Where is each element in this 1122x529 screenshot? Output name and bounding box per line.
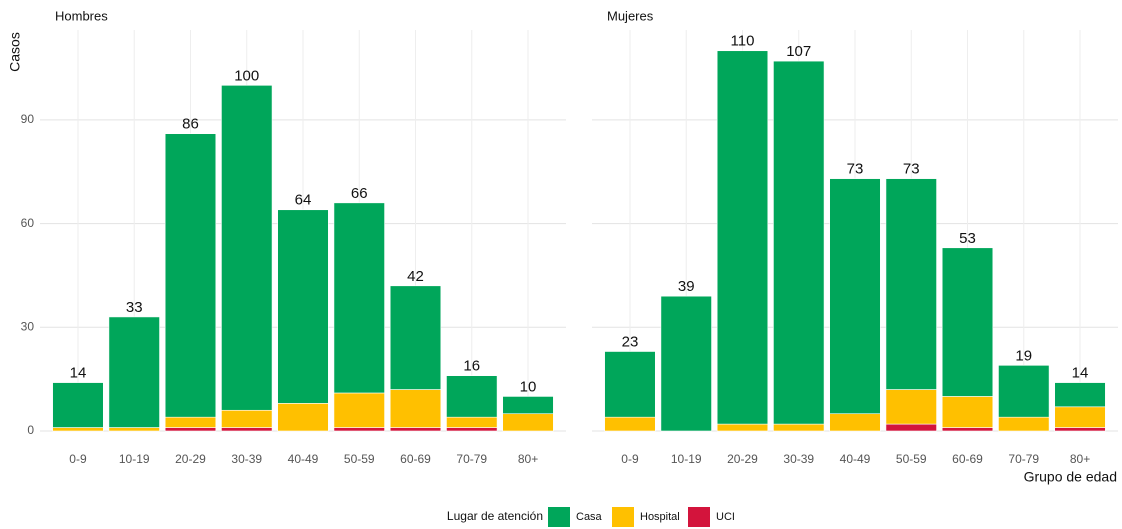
- bar-segment: [221, 85, 273, 411]
- bar-segment: [604, 416, 656, 432]
- bar-segment: [221, 427, 273, 432]
- bar-segment: [446, 375, 498, 418]
- bar-segment: [885, 423, 937, 432]
- bar-segment: [660, 295, 712, 432]
- x-tick-label: 50-59: [896, 452, 927, 466]
- bar-total-label: 33: [126, 299, 143, 316]
- bar-total-label: 73: [847, 161, 864, 178]
- bar-segment: [716, 50, 769, 425]
- y-tick-label: 0: [27, 423, 34, 437]
- bar-segment: [277, 209, 329, 404]
- bar-segment: [389, 389, 442, 428]
- x-tick-label: 80+: [1070, 452, 1090, 466]
- x-tick-label: 70-79: [1008, 452, 1039, 466]
- x-axis-label: Grupo de edad: [1024, 469, 1117, 485]
- bar-segment: [941, 427, 994, 432]
- bar-segment: [998, 416, 1050, 432]
- bar-segment: [389, 427, 442, 432]
- bar-segment: [885, 389, 937, 425]
- bar-segment: [52, 382, 104, 428]
- bar-segment: [221, 409, 273, 428]
- bar-total-label: 14: [70, 365, 87, 382]
- bar-total-label: 100: [234, 67, 259, 84]
- bar-segment: [773, 423, 825, 432]
- facet-title: Mujeres: [607, 8, 654, 23]
- bar-segment: [446, 427, 498, 432]
- bar-total-label: 86: [182, 116, 199, 133]
- bar-segment: [52, 427, 104, 432]
- bar-total-label: 110: [731, 33, 755, 50]
- bar-segment: [389, 285, 442, 390]
- legend-label: Casa: [576, 511, 603, 523]
- y-tick-label: 60: [21, 216, 35, 230]
- x-tick-label: 30-39: [783, 452, 814, 466]
- bar-segment: [998, 365, 1050, 418]
- x-tick-label: 50-59: [344, 452, 375, 466]
- bar-segment: [1054, 406, 1106, 428]
- bar-segment: [716, 423, 769, 432]
- bar-total-label: 16: [463, 358, 480, 375]
- x-tick-label: 20-29: [727, 452, 758, 466]
- bar-segment: [333, 427, 385, 432]
- bar-segment: [773, 60, 825, 425]
- bar-total-label: 39: [678, 278, 695, 295]
- legend-swatch: [612, 507, 634, 527]
- x-tick-label: 70-79: [456, 452, 487, 466]
- x-tick-label: 80+: [518, 452, 538, 466]
- bar-segment: [502, 396, 554, 415]
- bar-segment: [446, 416, 498, 428]
- bar-total-label: 23: [622, 333, 639, 350]
- bar-segment: [829, 413, 881, 432]
- legend-label: UCI: [716, 511, 735, 523]
- bar-segment: [829, 178, 881, 415]
- x-tick-label: 30-39: [231, 452, 262, 466]
- bar-segment: [333, 392, 385, 428]
- facet-title: Hombres: [55, 8, 108, 23]
- bar-segment: [885, 178, 937, 390]
- bar-segment: [108, 427, 160, 432]
- x-tick-label: 0-9: [69, 452, 87, 466]
- x-tick-label: 10-19: [671, 452, 702, 466]
- bar-segment: [164, 133, 217, 418]
- bar-segment: [1054, 382, 1106, 408]
- bar-segment: [502, 413, 554, 432]
- bar-segment: [108, 316, 160, 428]
- bar-segment: [941, 396, 994, 428]
- bar-segment: [164, 416, 217, 428]
- x-tick-label: 60-69: [952, 452, 983, 466]
- bar-total-label: 73: [903, 161, 920, 178]
- bar-total-label: 107: [786, 43, 811, 60]
- bar-total-label: 19: [1015, 347, 1032, 364]
- bar-segment: [333, 202, 385, 394]
- legend-swatch: [688, 507, 710, 527]
- x-tick-label: 20-29: [175, 452, 206, 466]
- bar-segment: [277, 403, 329, 432]
- y-tick-label: 90: [21, 112, 35, 126]
- bar-segment: [164, 427, 217, 432]
- x-tick-label: 0-9: [621, 452, 639, 466]
- bar-segment: [604, 351, 656, 418]
- legend-swatch: [548, 507, 570, 527]
- bar-total-label: 42: [407, 268, 424, 285]
- bar-total-label: 53: [959, 230, 976, 247]
- bar-total-label: 14: [1072, 365, 1089, 382]
- x-tick-label: 60-69: [400, 452, 431, 466]
- legend-title: Lugar de atención: [447, 509, 543, 523]
- x-tick-label: 40-49: [288, 452, 319, 466]
- y-tick-label: 30: [21, 319, 35, 333]
- bar-total-label: 10: [520, 378, 537, 395]
- bar-total-label: 66: [351, 185, 368, 202]
- x-tick-label: 10-19: [119, 452, 150, 466]
- legend-label: Hospital: [640, 511, 680, 523]
- bar-total-label: 64: [295, 192, 312, 209]
- x-tick-label: 40-49: [840, 452, 871, 466]
- y-axis-label: Casos: [7, 32, 23, 72]
- bar-segment: [1054, 427, 1106, 432]
- bar-segment: [941, 247, 994, 397]
